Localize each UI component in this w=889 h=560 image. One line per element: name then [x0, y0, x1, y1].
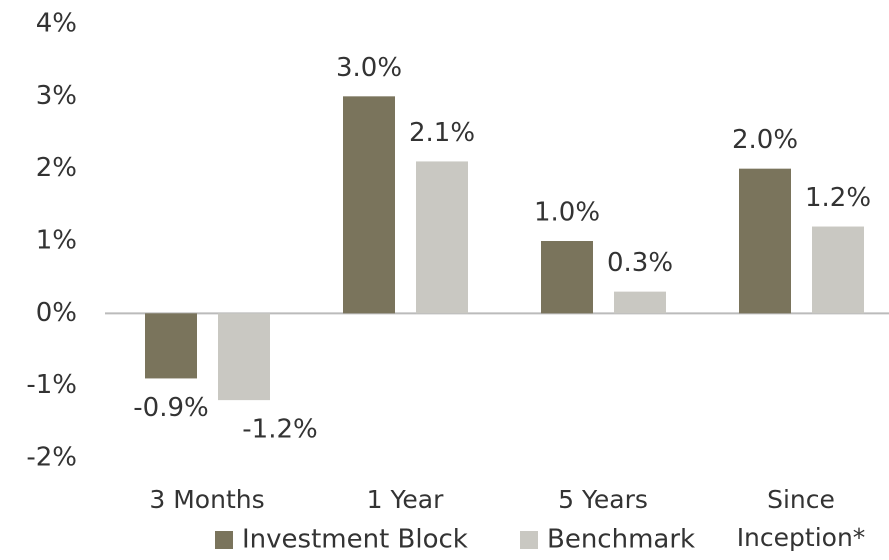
y-tick-label: 1%: [36, 226, 77, 256]
data-label: 1.0%: [534, 198, 600, 228]
x-tick-label: 1 Year: [366, 485, 444, 514]
data-label: -0.9%: [133, 393, 208, 423]
bar: [343, 96, 395, 314]
bar: [541, 241, 593, 314]
x-tick-label: Since Inception*: [736, 485, 866, 552]
x-tick-label: 5 Years: [558, 485, 648, 514]
y-tick-label: 4%: [36, 9, 77, 39]
legend-swatch: [520, 531, 538, 549]
y-tick-label: 2%: [36, 153, 77, 183]
x-tick-label: 3 Months: [149, 485, 265, 514]
bar: [145, 313, 197, 379]
data-label: 1.2%: [805, 183, 871, 213]
data-label: 0.3%: [607, 248, 673, 278]
bar: [614, 291, 666, 314]
y-tick-label: 3%: [36, 81, 77, 111]
bar: [218, 313, 270, 401]
y-tick-label: -1%: [26, 370, 77, 400]
data-label: -1.2%: [242, 415, 317, 445]
y-tick-label: 0%: [36, 298, 77, 328]
legend-label: Benchmark: [547, 525, 695, 555]
y-tick-label: -2%: [26, 443, 77, 473]
data-label: 3.0%: [336, 53, 402, 83]
legend-label: Investment Block: [242, 525, 468, 555]
data-label: 2.1%: [409, 118, 475, 148]
bar: [739, 168, 791, 314]
bar: [416, 161, 468, 314]
data-label: 2.0%: [732, 125, 798, 155]
legend-swatch: [215, 531, 233, 549]
bar: [812, 226, 864, 314]
